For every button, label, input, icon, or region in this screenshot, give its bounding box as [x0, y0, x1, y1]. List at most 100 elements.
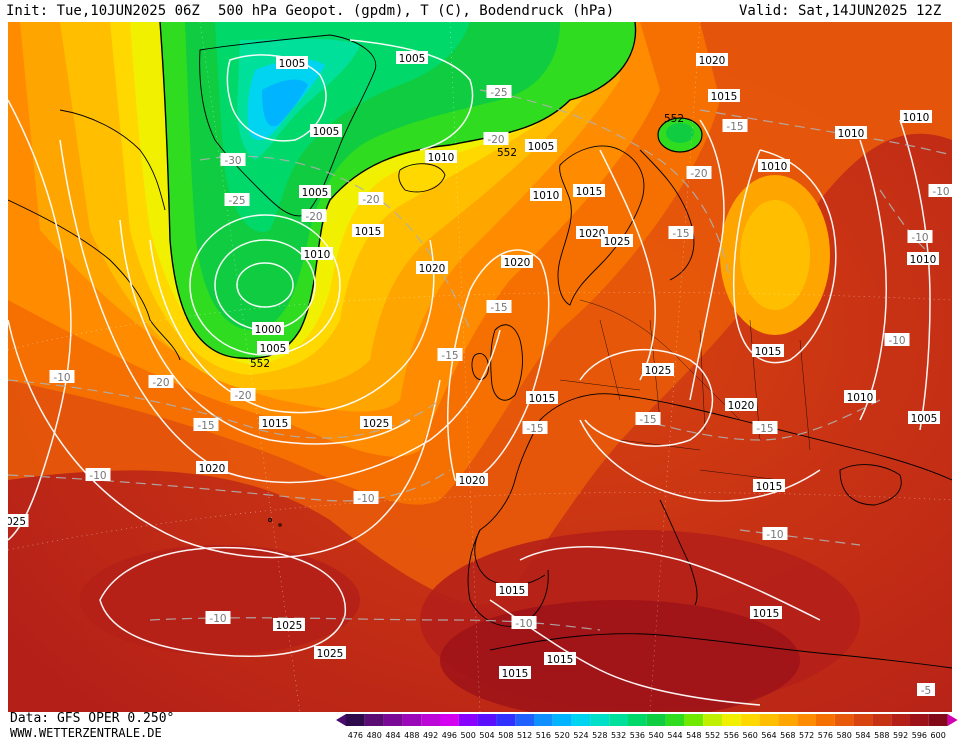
- pressure-label: 1015: [496, 583, 528, 597]
- pressure-label-text: 1005: [279, 58, 306, 70]
- pressure-label: 1015: [352, 224, 384, 238]
- legend-tick-label: 536: [630, 731, 645, 740]
- legend-swatch: [346, 714, 365, 726]
- legend-tick-label: 532: [611, 731, 626, 740]
- pressure-label-text: 1020: [699, 55, 726, 67]
- pressure-label: 1015: [708, 89, 740, 103]
- temperature-label-text: -15: [197, 420, 214, 432]
- legend-tick-label: 592: [893, 731, 908, 740]
- legend-swatch: [910, 714, 929, 726]
- legend-swatch: [853, 714, 873, 726]
- pressure-label-text: 1010: [847, 392, 874, 404]
- pressure-label-text: 1005: [302, 187, 329, 199]
- pressure-label-text: 1015: [499, 585, 526, 597]
- temperature-label: -15: [486, 300, 512, 314]
- legend-tick-label: 584: [855, 731, 870, 740]
- pressure-label: 1010: [835, 126, 867, 140]
- map-title: 500 hPa Geopot. (gpdm), T (C), Bodendruc…: [218, 3, 615, 19]
- pressure-label: 1015: [259, 416, 291, 430]
- pressure-label: 1020: [456, 473, 488, 487]
- pressure-label-text: 1010: [304, 249, 331, 261]
- pressure-label-text: 1025: [276, 620, 303, 632]
- pressure-label: 1020: [725, 398, 757, 412]
- contour-band-520: [262, 79, 308, 127]
- temperature-label-text: -10: [911, 232, 928, 244]
- legend-swatch: [515, 714, 534, 726]
- pressure-label-text: 1020: [728, 400, 755, 412]
- legend-swatch: [665, 714, 685, 726]
- temperature-label: -15: [668, 226, 694, 240]
- geopotential-552-label: 552: [664, 113, 684, 125]
- pressure-label-text: 1005: [911, 413, 938, 425]
- temperature-label-text: -10: [932, 186, 949, 198]
- pressure-label-text: 1005: [313, 126, 340, 138]
- pressure-label-text: 1015: [755, 346, 782, 358]
- temperature-label: -20: [686, 166, 712, 180]
- legend-swatch: [402, 714, 422, 726]
- temperature-label-text: -20: [305, 211, 322, 223]
- temperature-label: -15: [522, 421, 548, 435]
- pressure-label-text: 1015: [756, 481, 783, 493]
- init-time-label: Init: Tue,10JUN2025 06Z: [6, 3, 200, 19]
- legend-tick-label: 576: [818, 731, 833, 740]
- legend-swatch: [834, 714, 854, 726]
- legend-swatch: [684, 714, 704, 726]
- legend-swatch: [440, 714, 459, 726]
- pressure-label-text: 1015: [502, 668, 529, 680]
- temperature-label-text: -20: [362, 194, 379, 206]
- legend-tick-label: 520: [555, 731, 570, 740]
- pressure-label: 1005: [310, 124, 342, 138]
- legend-swatch: [816, 714, 835, 726]
- pressure-label: 1000: [252, 322, 284, 336]
- temperature-label: -10: [907, 230, 933, 244]
- pressure-label-text: 1015: [262, 418, 289, 430]
- temperature-label: -10: [353, 491, 379, 505]
- legend-swatch: [740, 714, 760, 726]
- legend-tick-label: 556: [724, 731, 739, 740]
- legend-tick-label: 500: [461, 731, 476, 740]
- legend-swatch: [628, 714, 647, 726]
- pressure-label: 1010: [425, 150, 457, 164]
- legend-tick-label: 512: [517, 731, 532, 740]
- temperature-label-text: -25: [490, 87, 507, 99]
- temperature-label-text: -15: [639, 414, 656, 426]
- pressure-label: 1020: [501, 255, 533, 269]
- legend-tick-label: 528: [592, 731, 607, 740]
- geopotential-552-label: 552: [250, 358, 270, 370]
- pressure-label-text: 1015: [753, 608, 780, 620]
- pressure-label: 1015: [752, 344, 784, 358]
- map-footer: Data: GFS OPER 0.250° WWW.WETTERZENTRALE…: [0, 711, 959, 741]
- temperature-label: -10: [511, 616, 537, 630]
- temperature-label-text: -15: [490, 302, 507, 314]
- legend-swatch: [458, 714, 478, 726]
- legend-tick-label: 588: [874, 731, 889, 740]
- website-label: WWW.WETTERZENTRALE.DE: [10, 726, 162, 740]
- pressure-label-text: 1000: [255, 324, 282, 336]
- pressure-label: 1010: [530, 188, 562, 202]
- legend-swatch: [722, 714, 741, 726]
- temperature-label: -10: [49, 370, 75, 384]
- map-header: Init: Tue,10JUN2025 06Z 500 hPa Geopot. …: [0, 0, 959, 22]
- isobars: [8, 39, 931, 706]
- pressure-label: 1020: [576, 226, 608, 240]
- pressure-label: 1005: [396, 51, 428, 65]
- legend-swatch: [609, 714, 628, 726]
- legend-tick-label: 548: [686, 731, 701, 740]
- pressure-label: 1005: [525, 139, 557, 153]
- temperature-label: -25: [486, 85, 512, 99]
- temperature-label-text: -15: [526, 423, 543, 435]
- pressure-labels: 1005 1005 1020 1015 1010 1010 1005 1005 1010 1010…: [8, 51, 940, 680]
- temperature-label: -15: [722, 119, 748, 133]
- legend-swatch: [477, 714, 497, 726]
- pressure-label-text: 1010: [533, 190, 560, 202]
- data-source-label: Data: GFS OPER 0.250°: [10, 711, 175, 726]
- legend-tick-label: 552: [705, 731, 720, 740]
- pressure-label-text: 1025: [363, 418, 390, 430]
- temperature-label-text: -20: [234, 390, 251, 402]
- legend-swatch: [552, 714, 572, 726]
- legend-tick-label: 600: [931, 731, 946, 740]
- pressure-label: 1020: [196, 461, 228, 475]
- temperature-label: -10: [762, 527, 788, 541]
- pressure-label: 1025: [642, 363, 674, 377]
- legend-swatch: [872, 714, 892, 726]
